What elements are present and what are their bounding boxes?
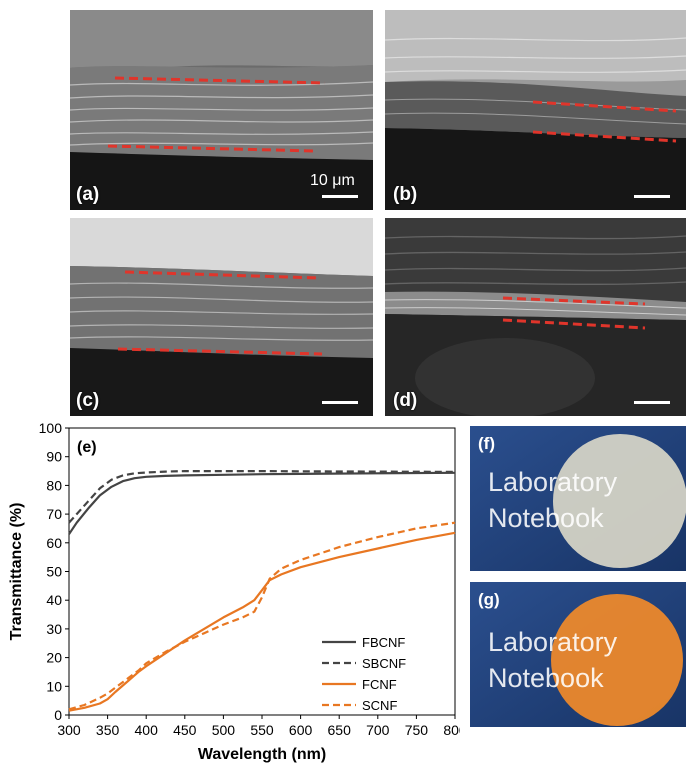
nanopaper-disk-f <box>553 434 686 568</box>
photo-panel-g: (g) Laboratory Notebook <box>470 582 686 727</box>
photo-image-f <box>470 426 686 571</box>
x-tick-label: 450 <box>173 722 197 738</box>
scale-bar <box>634 401 670 404</box>
photo-text-line2-g: Notebook <box>488 663 604 693</box>
panel-label-c: (c) <box>76 390 100 411</box>
x-tick-label: 350 <box>96 722 120 738</box>
x-axis-label: Wavelength (nm) <box>198 746 326 763</box>
x-tick-label: 300 <box>57 722 81 738</box>
series-line-scnf <box>68 521 456 711</box>
transmittance-chart: 0 10 20 30 40 50 60 70 80 90 100 300 350 400 450 500 550… <box>8 420 460 763</box>
sem-panel-c: (c) <box>70 218 373 416</box>
series-line-fbcnf <box>68 471 456 535</box>
scale-bar <box>322 195 358 198</box>
y-tick-label: 50 <box>46 564 62 580</box>
series-line-sbcnf <box>68 470 456 524</box>
y-tick-label: 60 <box>46 535 62 551</box>
y-tick-label: 0 <box>54 707 62 723</box>
y-tick-label: 70 <box>46 506 62 522</box>
y-axis-label: Transmittance (%) <box>8 503 25 641</box>
x-tick-label: 500 <box>212 722 236 738</box>
panel-label-d: (d) <box>393 390 418 411</box>
panel-label-f: (f) <box>478 434 495 453</box>
sem-panel-d: (d) <box>385 218 686 416</box>
legend-label-fbcnf: FBCNF <box>362 635 405 650</box>
x-tick-label: 800 <box>443 722 460 738</box>
y-tick-label: 80 <box>46 477 62 493</box>
panel-label-b: (b) <box>393 184 418 205</box>
sem-image-b <box>385 10 686 210</box>
y-tick-label: 90 <box>46 449 62 465</box>
x-tick-label: 400 <box>135 722 159 738</box>
legend-label-scnf: SCNF <box>362 698 397 713</box>
sem-image-a <box>70 10 373 210</box>
panel-label-g: (g) <box>478 590 500 609</box>
x-tick-label: 750 <box>405 722 429 738</box>
sem-image-c <box>70 218 373 416</box>
legend-label-fcnf: FCNF <box>362 677 397 692</box>
panel-label-a: (a) <box>76 184 100 205</box>
y-tick-label: 100 <box>39 420 63 436</box>
scale-bar <box>322 401 358 404</box>
y-tick-label: 10 <box>46 678 62 694</box>
y-tick-label: 40 <box>46 592 62 608</box>
sem-panel-b: (b) <box>385 10 686 210</box>
x-tick-label: 550 <box>250 722 274 738</box>
y-tick-label: 20 <box>46 650 62 666</box>
photo-text-line1-f: Laboratory <box>488 467 618 497</box>
y-tick-label: 30 <box>46 621 62 637</box>
nanopaper-disk-g <box>551 594 683 726</box>
photo-image-g <box>470 582 686 727</box>
x-tick-label: 700 <box>366 722 390 738</box>
photo-panel-f: (f) Laboratory Notebook <box>470 426 686 571</box>
photo-text-line2-f: Notebook <box>488 503 604 533</box>
panel-label-e: (e) <box>77 439 97 456</box>
series-line-fcnf <box>68 531 456 712</box>
x-tick-label: 650 <box>328 722 352 738</box>
scale-bar-text: 10 μm <box>310 172 355 189</box>
sem-panel-a: (a) 10 μm <box>70 10 373 210</box>
sem-image-d <box>385 218 686 416</box>
x-tick-label: 600 <box>289 722 313 738</box>
scale-bar <box>634 195 670 198</box>
legend-label-sbcnf: SBCNF <box>362 656 406 671</box>
photo-text-line1-g: Laboratory <box>488 627 618 657</box>
